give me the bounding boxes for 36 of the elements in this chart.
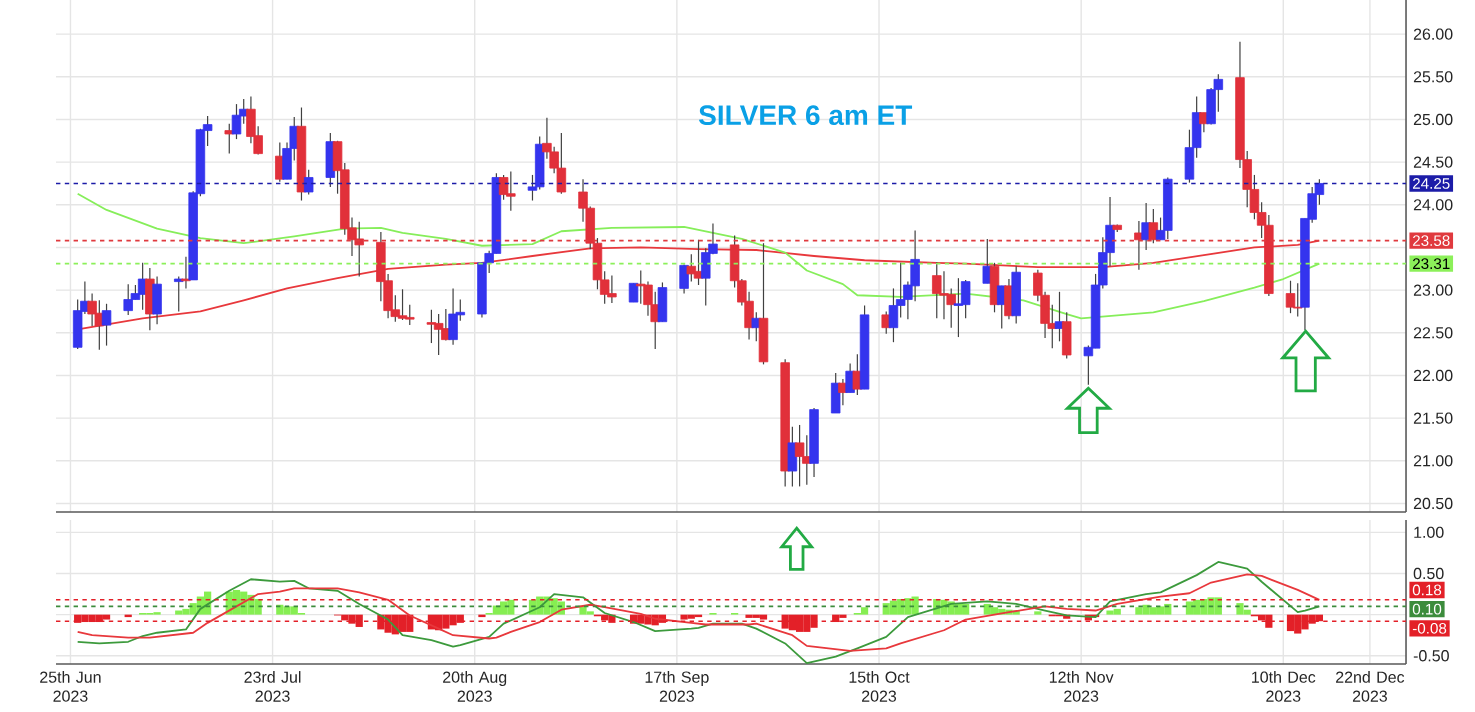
y-tick-label: 21.00 (1413, 455, 1453, 467)
y-tick-label: 25.00 (1413, 113, 1453, 126)
x-tick-label: 23rd Jul 2023 (244, 671, 301, 702)
y-tick-label: -0.50 (1413, 650, 1449, 662)
y-tick-label: 24.00 (1413, 199, 1453, 211)
ref-line-label: 23.31 (1412, 258, 1450, 270)
ref-line-label: 24.25 (1412, 178, 1450, 189)
y-tick-label: 22.50 (1413, 327, 1453, 339)
line-series (76, 561, 1321, 665)
ref-line-label: -0.08 (1412, 622, 1447, 634)
candlestick (101, 303, 112, 347)
x-tick-label: 17th Sep 2023 (645, 671, 709, 702)
x-tick-label: 10th Dec 2023 (1252, 671, 1316, 702)
candlestick (231, 103, 242, 140)
candlestick (686, 253, 697, 283)
x-tick-label: 12th Nov 2023 (1049, 671, 1114, 702)
ref-line-label: 0.10 (1412, 603, 1442, 615)
candlestick (303, 169, 314, 196)
y-tick-label: 0.50 (1413, 567, 1444, 580)
y-tick-label: 24.50 (1413, 156, 1453, 168)
y-tick-label: 26.00 (1413, 28, 1453, 40)
y-tick-label: 22.00 (1413, 369, 1453, 382)
candlestick (181, 256, 191, 290)
x-tick-label: 25th Jun 2023 (40, 671, 101, 702)
y-tick-label: 1.00 (1414, 526, 1444, 539)
x-tick-label: 20th Aug 2023 (443, 671, 507, 702)
x-tick-label: 22nd Dec 2023 (1336, 671, 1405, 702)
y-tick-label: 20.50 (1413, 497, 1453, 510)
y-tick-label: 21.50 (1413, 412, 1453, 424)
x-tick-label: 15th Oct 2023 (849, 671, 910, 702)
y-tick-label: 25.50 (1413, 71, 1453, 83)
ref-line-label: 0.18 (1412, 584, 1442, 596)
ref-line-label: 23.58 (1412, 235, 1450, 247)
y-tick-label: 23.00 (1413, 284, 1453, 296)
text: SILVER 6 am ET (698, 105, 913, 126)
bar (1034, 611, 1042, 615)
